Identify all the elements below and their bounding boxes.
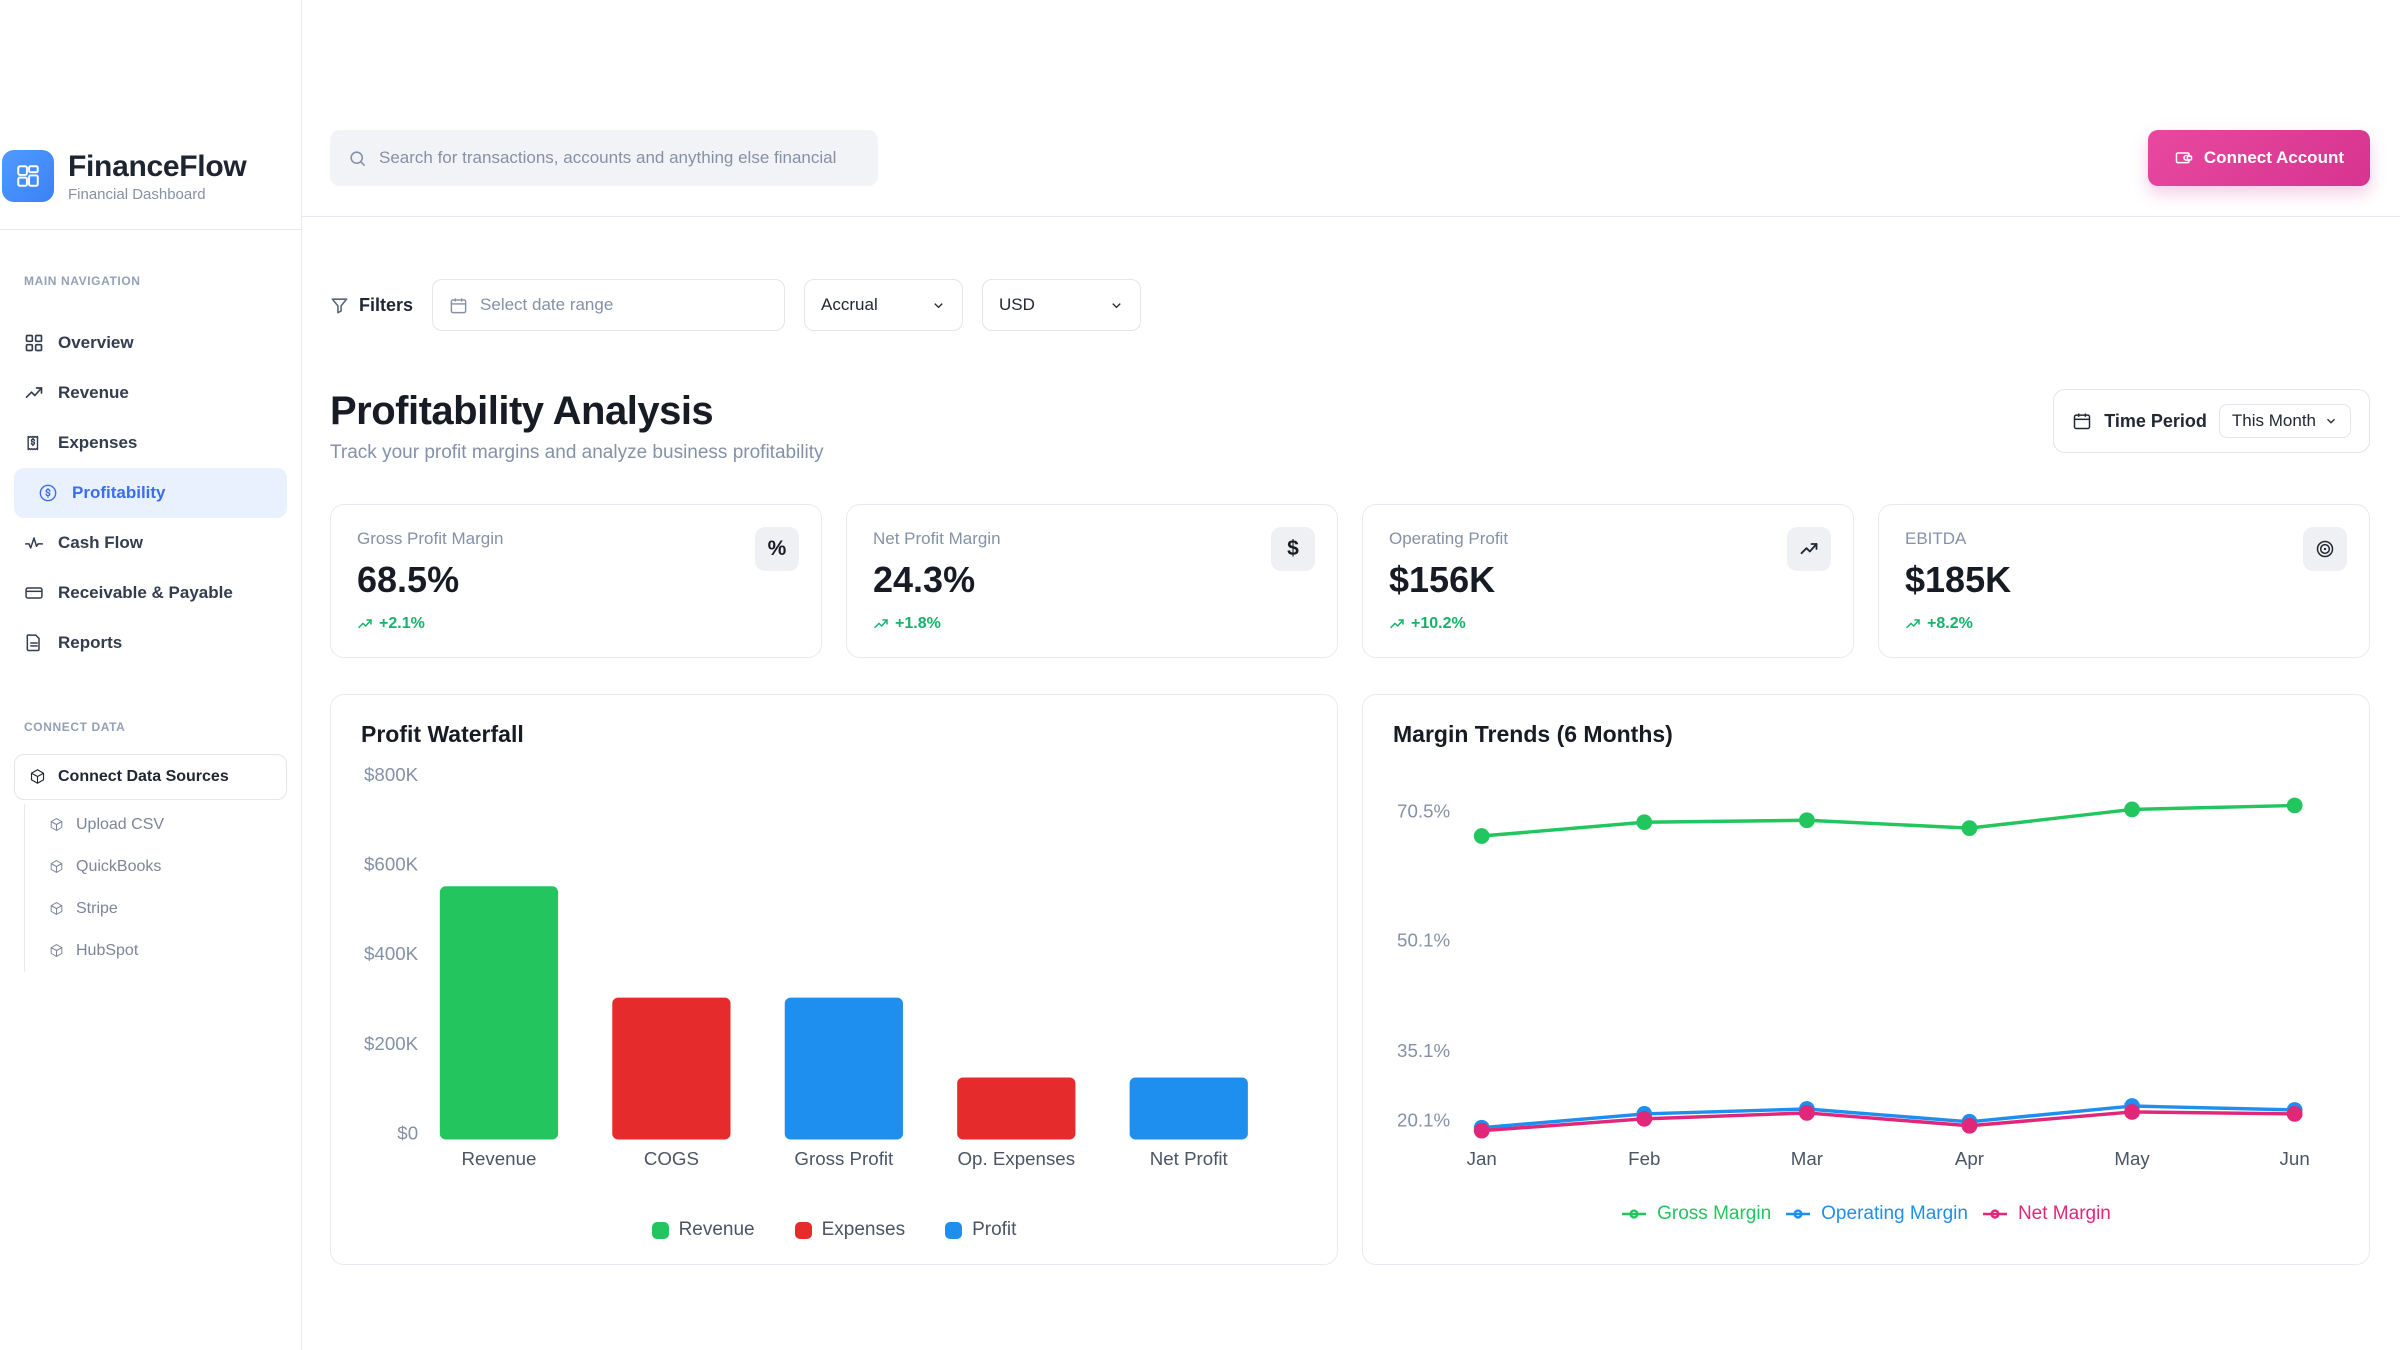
svg-text:Jun: Jun <box>2280 1148 2310 1169</box>
svg-text:Net Profit: Net Profit <box>1150 1148 1229 1169</box>
svg-text:35.1%: 35.1% <box>1397 1040 1450 1061</box>
svg-text:$0: $0 <box>397 1123 418 1144</box>
svg-text:$400K: $400K <box>364 943 419 964</box>
svg-text:50.1%: 50.1% <box>1397 929 1450 950</box>
svg-text:COGS: COGS <box>644 1148 699 1169</box>
svg-text:Gross Profit: Gross Profit <box>794 1148 894 1169</box>
svg-text:$800K: $800K <box>364 764 419 785</box>
svg-text:70.5%: 70.5% <box>1397 800 1450 821</box>
svg-text:May: May <box>2114 1148 2150 1169</box>
svg-text:$600K: $600K <box>364 854 419 875</box>
svg-text:Feb: Feb <box>1628 1148 1660 1169</box>
svg-text:Jan: Jan <box>1467 1148 1497 1169</box>
svg-text:$200K: $200K <box>364 1033 419 1054</box>
svg-text:Op. Expenses: Op. Expenses <box>958 1148 1076 1169</box>
svg-text:Mar: Mar <box>1791 1148 1823 1169</box>
svg-text:Revenue: Revenue <box>461 1148 536 1169</box>
svg-text:Apr: Apr <box>1955 1148 1984 1169</box>
svg-text:20.1%: 20.1% <box>1397 1110 1450 1131</box>
